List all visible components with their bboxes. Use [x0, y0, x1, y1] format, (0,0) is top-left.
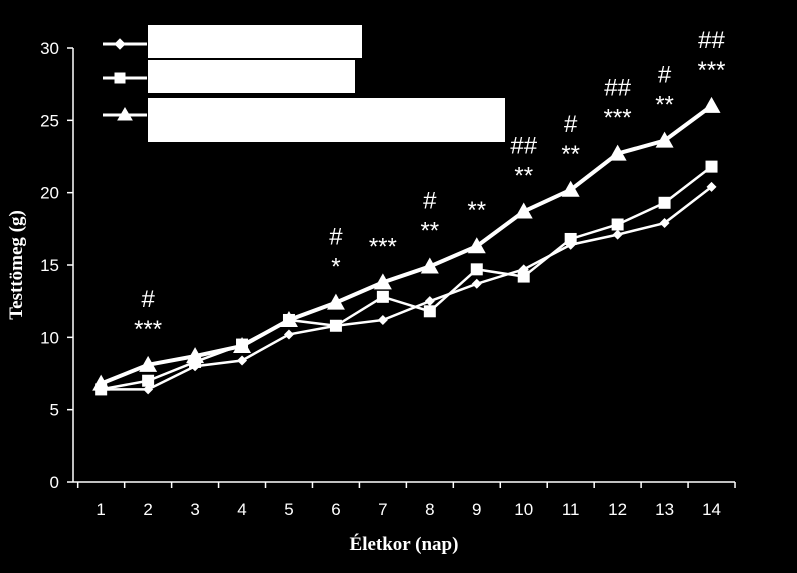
significance-label: # [423, 187, 437, 214]
significance-label: # [141, 286, 155, 313]
point [561, 180, 580, 197]
point [655, 131, 674, 148]
point [514, 202, 533, 219]
significance-label: *** [698, 57, 726, 84]
point [373, 273, 392, 290]
series-line [100, 165, 713, 391]
point [706, 181, 717, 192]
significance-label: *** [604, 105, 632, 132]
x-tick-label: 12 [608, 500, 627, 519]
significance-label: * [331, 254, 340, 281]
point [376, 290, 389, 303]
significance-label: # [564, 111, 578, 138]
significance-label: ## [604, 75, 631, 102]
x-tick-label: 13 [655, 500, 674, 519]
y-tick-label: 5 [50, 401, 59, 420]
point [420, 257, 439, 274]
x-tick-label: 6 [331, 500, 340, 519]
y-tick-label: 20 [40, 184, 59, 203]
legend-marker [117, 107, 133, 121]
y-tick-label: 10 [40, 328, 59, 347]
y-tick-label: 0 [50, 473, 59, 492]
point [471, 278, 482, 289]
significance-label: ** [655, 92, 674, 119]
x-tick-label: 8 [425, 500, 434, 519]
significance-label: ## [510, 132, 537, 159]
point [233, 337, 252, 354]
x-tick-label: 14 [702, 500, 721, 519]
point [612, 229, 623, 240]
significance-label: *** [134, 316, 162, 343]
significance-label: ** [467, 197, 486, 224]
legend-marker [114, 72, 126, 84]
point [424, 296, 435, 307]
y-tick-label: 30 [40, 39, 59, 58]
point [143, 384, 154, 395]
significance-label: # [658, 62, 672, 89]
legend-cover [148, 60, 355, 93]
point [659, 218, 670, 229]
significance-label: ** [420, 217, 439, 244]
significance-label: *** [369, 233, 397, 260]
point [329, 319, 342, 332]
x-tick-label: 9 [472, 500, 481, 519]
significance-label: ** [561, 141, 580, 168]
point [279, 310, 298, 327]
point [470, 263, 483, 276]
x-tick-label: 4 [237, 500, 246, 519]
point [517, 270, 530, 283]
x-tick-label: 11 [562, 500, 580, 519]
point [423, 305, 436, 318]
x-tick-label: 7 [378, 500, 387, 519]
point [702, 96, 721, 113]
significance-label: # [329, 224, 343, 251]
point [186, 347, 205, 364]
x-tick-label: 3 [190, 500, 199, 519]
y-axis-label: Testtömeg (g) [6, 210, 27, 320]
point [658, 196, 671, 209]
legend-cover [148, 98, 505, 142]
significance-label: ## [698, 27, 725, 54]
x-tick-label: 5 [284, 500, 293, 519]
point [142, 374, 155, 387]
point [377, 314, 388, 325]
point [326, 293, 345, 310]
point [139, 355, 158, 372]
legend-cover [148, 25, 362, 58]
point [608, 144, 627, 161]
x-tick-label: 10 [514, 500, 533, 519]
point [237, 355, 248, 366]
point [467, 237, 486, 254]
x-tick-label: 1 [96, 500, 105, 519]
y-tick-label: 15 [40, 256, 59, 275]
point [283, 329, 294, 340]
point [611, 218, 624, 231]
legend [103, 25, 505, 142]
legend-marker [114, 38, 126, 50]
significance-label: ** [514, 162, 533, 189]
point [705, 160, 718, 173]
y-tick-label: 25 [40, 111, 59, 130]
series-line [101, 185, 713, 391]
x-tick-label: 2 [143, 500, 152, 519]
x-axis-label: Életkor (nap) [350, 533, 459, 555]
point [564, 232, 577, 245]
point [92, 374, 111, 391]
